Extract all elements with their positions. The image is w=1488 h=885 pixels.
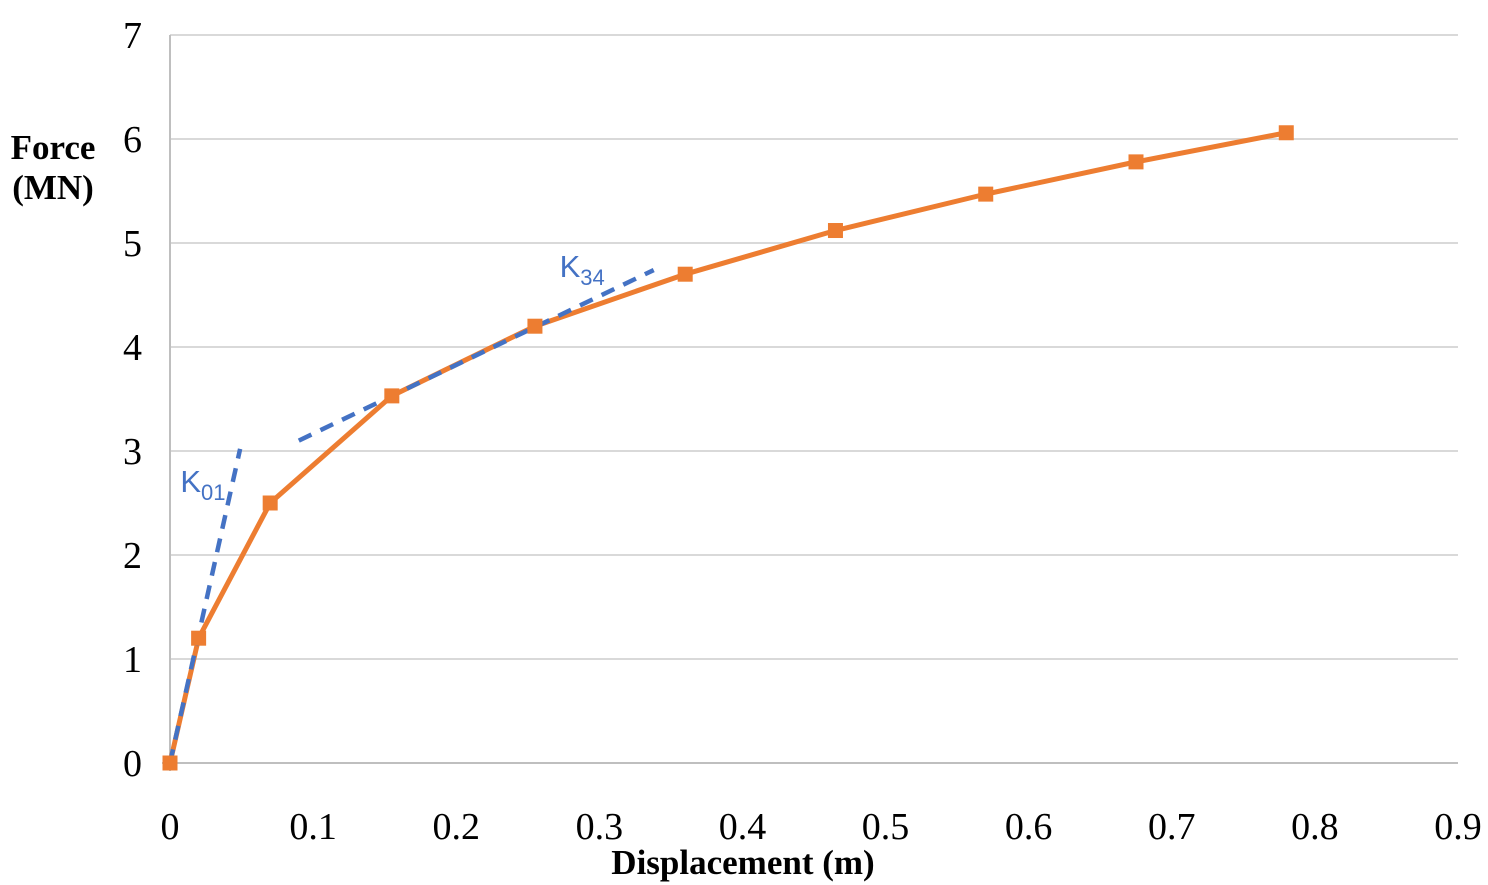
x-tick-label-0.5: 0.5 bbox=[862, 806, 910, 848]
y-axis-title-line2: (MN) bbox=[12, 168, 94, 207]
force-displacement-curve-marker bbox=[527, 318, 543, 334]
x-tick-label-0.2: 0.2 bbox=[432, 806, 480, 848]
x-tick-label-0.7: 0.7 bbox=[1148, 806, 1196, 848]
y-axis-title-line1: Force bbox=[10, 128, 96, 167]
y-tick-label-6: 6 bbox=[123, 119, 142, 161]
force-displacement-curve-marker bbox=[162, 755, 178, 771]
x-tick-label-0.6: 0.6 bbox=[1005, 806, 1053, 848]
K01-label: K01 bbox=[180, 464, 225, 505]
force-displacement-curve bbox=[167, 130, 1287, 764]
y-tick-label-0: 0 bbox=[123, 743, 142, 785]
force-displacement-curve-marker bbox=[1278, 125, 1294, 141]
x-axis-title: Displacement (m) bbox=[611, 843, 875, 882]
y-tick-label-7: 7 bbox=[123, 15, 142, 57]
x-tick-label-0.4: 0.4 bbox=[719, 806, 767, 848]
x-tick-label-0.1: 0.1 bbox=[289, 806, 337, 848]
y-tick-label-5: 5 bbox=[123, 223, 142, 265]
force-displacement-curve-marker bbox=[384, 388, 400, 404]
force-displacement-curve-marker bbox=[1128, 154, 1144, 170]
x-tick-label-0.9: 0.9 bbox=[1434, 806, 1482, 848]
y-tick-label-1: 1 bbox=[123, 639, 142, 681]
y-tick-label-3: 3 bbox=[123, 431, 142, 473]
force-displacement-curve-marker bbox=[827, 223, 843, 239]
K01-secant-stiffness-line bbox=[167, 448, 243, 764]
y-tick-label-2: 2 bbox=[123, 535, 142, 577]
force-displacement-curve-marker bbox=[677, 266, 693, 282]
x-tick-label-0.3: 0.3 bbox=[576, 806, 624, 848]
K34-label: K34 bbox=[560, 249, 605, 290]
x-tick-label-0: 0 bbox=[161, 806, 180, 848]
y-axis-title: Force (MN) bbox=[0, 128, 106, 208]
force-displacement-curve-marker bbox=[262, 495, 278, 511]
force-displacement-curve-marker bbox=[191, 630, 207, 646]
y-tick-label-4: 4 bbox=[123, 327, 142, 369]
K34-secant-stiffness-line bbox=[297, 268, 655, 443]
force-displacement-curve-marker bbox=[978, 186, 994, 202]
x-tick-label-0.8: 0.8 bbox=[1291, 806, 1339, 848]
